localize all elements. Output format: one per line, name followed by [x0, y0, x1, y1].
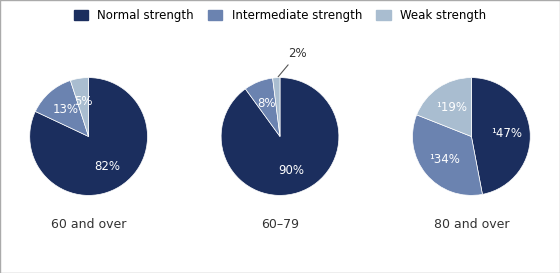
Text: 13%: 13% [52, 103, 78, 117]
Text: ¹19%: ¹19% [436, 101, 467, 114]
Wedge shape [417, 78, 472, 136]
Legend: Normal strength, Intermediate strength, Weak strength: Normal strength, Intermediate strength, … [71, 6, 489, 26]
X-axis label: 80 and over: 80 and over [433, 218, 509, 232]
Text: ¹34%: ¹34% [429, 153, 460, 165]
Wedge shape [35, 81, 88, 136]
Text: 90%: 90% [278, 164, 304, 177]
Wedge shape [245, 78, 280, 136]
Text: 8%: 8% [258, 97, 276, 110]
Wedge shape [413, 115, 482, 195]
Text: 82%: 82% [95, 160, 120, 173]
Wedge shape [221, 78, 339, 195]
X-axis label: 60–79: 60–79 [261, 218, 299, 232]
X-axis label: 60 and over: 60 and over [51, 218, 127, 232]
Text: 5%: 5% [74, 95, 92, 108]
Text: 2%: 2% [278, 47, 307, 77]
Wedge shape [30, 78, 147, 195]
Wedge shape [71, 78, 88, 136]
Wedge shape [472, 78, 530, 194]
Wedge shape [273, 78, 280, 136]
Text: ¹47%: ¹47% [491, 127, 522, 140]
